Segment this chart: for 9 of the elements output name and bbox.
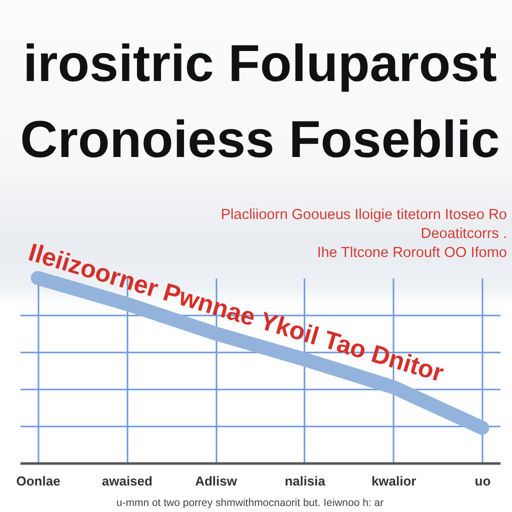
x-tick-label: kwalior — [371, 474, 416, 488]
chart-subtitle: Placliioorn Gooueus Iloigie titetorn Itoseo Ro Deoatitcorrs . Ihe Tltcone Rorouft OO Ifomo — [220, 207, 507, 261]
text: u-mmn ot two porrey shmwithmocnaorit but. Ieiwnoo h: ar — [116, 497, 384, 509]
x-tick-label: Adlisw — [195, 474, 238, 488]
chart-title: irositric Foluparost Cronoiess Foseblic — [20, 35, 500, 169]
x-tick-label: awaised — [102, 474, 153, 488]
x-tick-label: nalisia — [284, 474, 326, 488]
x-tick-label: Oonlae — [16, 474, 60, 488]
x-tick-label: uo — [474, 474, 491, 488]
